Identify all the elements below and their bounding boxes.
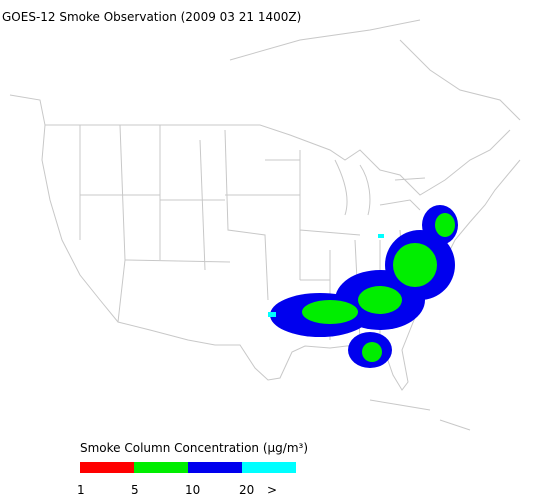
colorbar-segment <box>242 462 296 473</box>
colorbar-label: 1 <box>77 483 85 497</box>
colorbar-segment <box>134 462 188 473</box>
smoke-field <box>268 205 458 368</box>
colorbar-segment <box>188 462 242 473</box>
smoke-area <box>393 243 437 287</box>
smoke-area <box>362 342 382 362</box>
map-title: GOES-12 Smoke Observation (2009 03 21 14… <box>2 10 301 24</box>
colorbar-label: 10 <box>185 483 200 497</box>
colorbar-label: 20 <box>239 483 254 497</box>
colorbar-label: > <box>267 483 277 497</box>
colorbar-segment <box>80 462 134 473</box>
colorbar-label: 5 <box>131 483 139 497</box>
smoke-area <box>358 286 402 314</box>
colorbar: 1 5 10 20 > <box>77 462 296 497</box>
smoke-area <box>268 312 276 317</box>
smoke-area <box>435 213 455 237</box>
legend-title: Smoke Column Concentration (μg/m³) <box>80 441 308 455</box>
smoke-area <box>378 234 384 238</box>
smoke-area <box>302 300 358 324</box>
